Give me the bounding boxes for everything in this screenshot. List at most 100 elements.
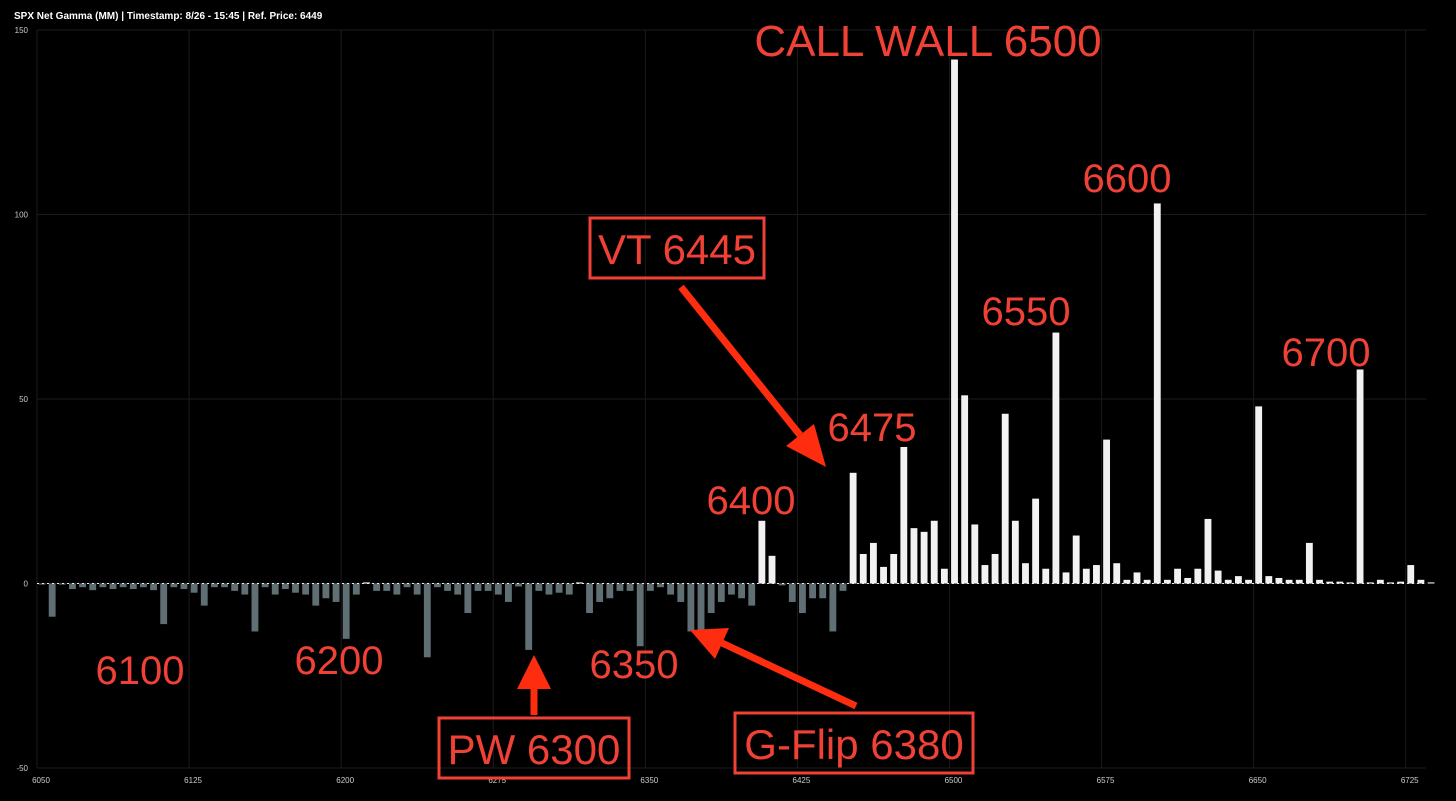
- x-tick-label: 6425: [793, 776, 811, 785]
- bar: [210, 583, 218, 588]
- annotation-pw-box: [437, 716, 631, 780]
- bar: [69, 583, 76, 590]
- bar: [464, 583, 472, 614]
- axes: 150 100 50 0 -50 6050 6125 6200 6275 6350 6425 6500…: [15, 26, 1426, 785]
- bar: [261, 583, 269, 588]
- bar: [38, 583, 46, 585]
- bar: [626, 583, 634, 591]
- x-tick-label: 6125: [184, 776, 202, 785]
- bar: [504, 583, 512, 602]
- bar: [79, 583, 87, 588]
- y-tick-label: 50: [19, 395, 28, 404]
- bar: [1265, 576, 1273, 584]
- bar: [1001, 413, 1009, 584]
- x-tick-label: 6350: [640, 776, 658, 785]
- arrow-gflip-head: [690, 628, 729, 659]
- bar: [1113, 563, 1121, 584]
- bars: [38, 59, 1435, 658]
- y-tick-label: 100: [15, 211, 29, 220]
- bar: [1224, 579, 1232, 584]
- bar: [586, 583, 593, 614]
- bar: [910, 528, 918, 584]
- x-tick-label: 6500: [945, 776, 963, 785]
- arrow-pw-head: [517, 655, 551, 689]
- annotation-6350: 6350: [590, 643, 679, 687]
- bar: [342, 583, 350, 639]
- chart-title: SPX Net Gamma (MM) | Timestamp: 8/26 - 1…: [14, 11, 323, 22]
- bar: [778, 583, 786, 586]
- bar: [981, 565, 989, 584]
- bar: [687, 583, 695, 632]
- arrow-vt: [678, 284, 803, 438]
- bar: [1011, 520, 1019, 584]
- bar: [1417, 579, 1425, 584]
- bar: [1143, 579, 1151, 584]
- bar: [1164, 579, 1171, 584]
- bar: [839, 583, 847, 591]
- bar: [434, 583, 441, 588]
- x-tick-label: 6200: [336, 776, 354, 785]
- bar: [281, 583, 289, 590]
- bar: [738, 583, 746, 599]
- bar: [322, 583, 330, 599]
- bar: [1316, 579, 1323, 584]
- bar: [474, 583, 482, 591]
- bar: [1194, 568, 1202, 584]
- bar: [951, 59, 958, 584]
- annotation-pw: PW 6300: [448, 726, 621, 773]
- arrows: [517, 284, 858, 715]
- bar: [241, 583, 249, 595]
- annotation-6475: 6475: [828, 406, 917, 450]
- bar: [170, 583, 178, 588]
- bar: [363, 582, 370, 584]
- bar: [525, 583, 533, 650]
- bar: [129, 583, 137, 590]
- bar: [890, 553, 898, 584]
- annotation-gflip: G-Flip 6380: [744, 721, 963, 768]
- bar: [971, 524, 979, 584]
- bar: [180, 583, 188, 590]
- bar: [302, 583, 310, 595]
- bar: [271, 583, 279, 595]
- bar: [231, 583, 239, 591]
- bar: [859, 553, 867, 584]
- bar: [1072, 535, 1080, 584]
- bar: [1407, 565, 1415, 584]
- bar: [545, 583, 553, 595]
- annotation-vt-box: [588, 216, 766, 280]
- x-tick-label: 6050: [32, 776, 50, 785]
- bar: [332, 583, 340, 602]
- annotation-gflip-box: [733, 711, 975, 775]
- bar: [555, 583, 563, 593]
- bar: [1387, 582, 1394, 584]
- annotation-6550: 6550: [982, 290, 1071, 334]
- bar: [58, 583, 66, 585]
- bar: [1082, 568, 1090, 584]
- bar: [869, 542, 877, 584]
- bar: [1123, 579, 1131, 584]
- annotation-6100: 6100: [96, 649, 185, 693]
- bar: [697, 583, 705, 636]
- bar: [606, 583, 614, 599]
- bar: [48, 583, 56, 617]
- bar: [312, 583, 320, 606]
- x-tick-label: 6275: [488, 776, 506, 785]
- bar: [139, 583, 147, 588]
- bar: [484, 583, 492, 591]
- bar: [565, 583, 573, 595]
- bar: [1214, 570, 1222, 584]
- bar: [403, 583, 411, 588]
- bar: [1305, 542, 1313, 584]
- annotation-vt: VT 6445: [598, 226, 756, 273]
- bar: [1427, 582, 1435, 584]
- y-tick-label: -50: [16, 764, 28, 773]
- bar: [748, 583, 756, 606]
- bar: [515, 583, 522, 587]
- y-tick-label: 0: [24, 580, 29, 589]
- bar: [1052, 332, 1060, 584]
- bar: [788, 583, 796, 602]
- bar: [880, 566, 887, 584]
- bar: [1397, 581, 1405, 584]
- bar: [454, 583, 462, 595]
- bar: [758, 520, 766, 584]
